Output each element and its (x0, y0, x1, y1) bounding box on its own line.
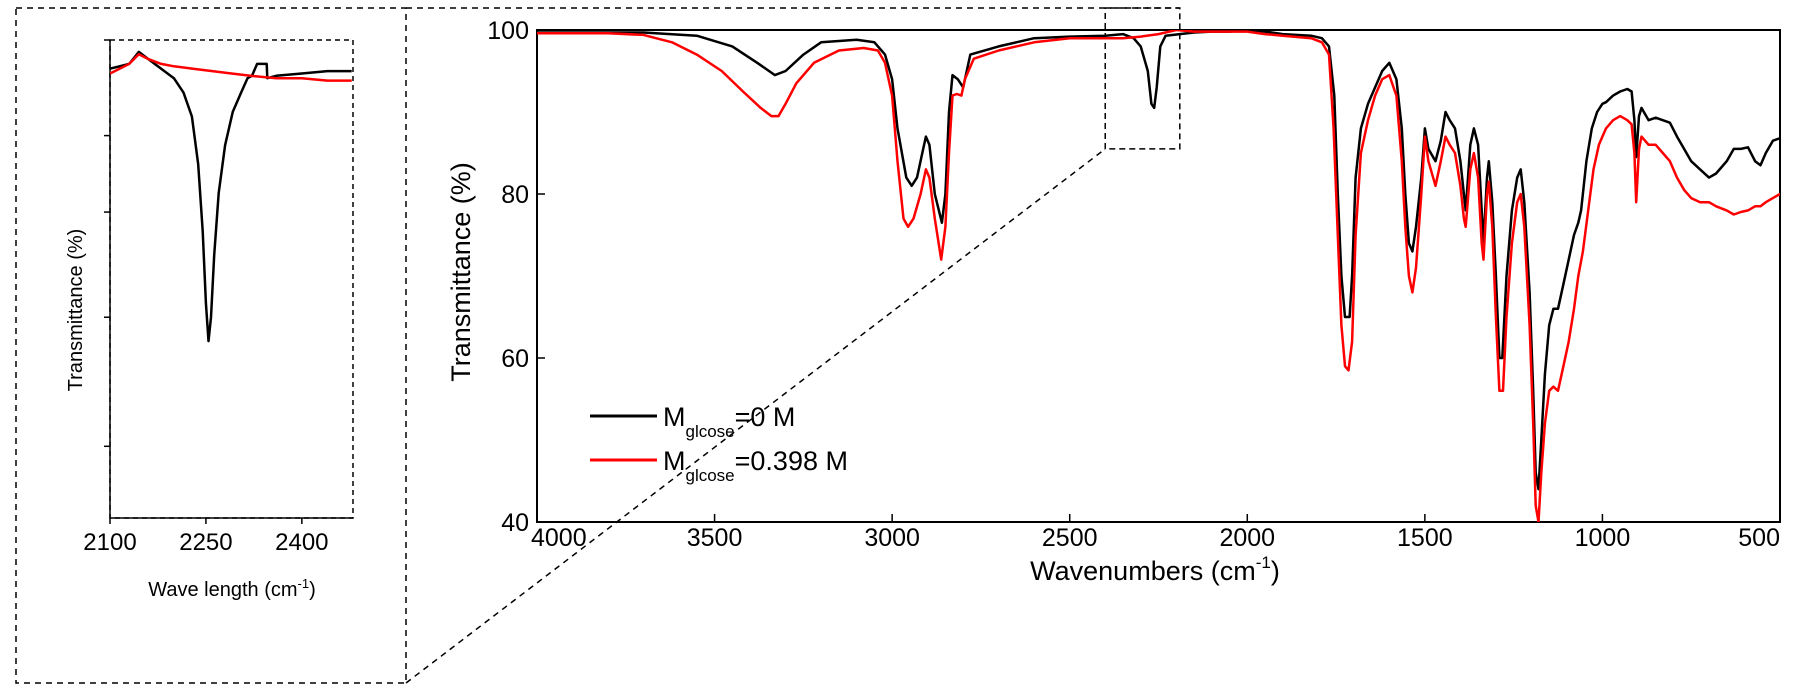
legend-label-0: Mglcose=0 M (663, 402, 795, 441)
main-x-tick-label-2: 3000 (864, 524, 920, 552)
zoom-region-box (1104, 7, 1181, 150)
main-x-tick-label-6: 1000 (1575, 524, 1631, 552)
legend-label-1: Mglcose=0.398 M (663, 446, 848, 485)
main-x-tick-label-1: 3500 (687, 524, 743, 552)
inset-series-line-1 (110, 53, 352, 82)
main-chart: 4000 3500 3000 2500 2000 1500 1000 500 40 60 80 100… (446, 7, 1781, 586)
main-y-tick-label-2: 80 (501, 181, 529, 209)
main-ticks: 4000 3500 3000 2500 2000 1500 1000 500 40 60 80 100 (487, 17, 1781, 552)
inset-ticks: 2100 2250 2400 (83, 39, 329, 556)
inset-series-line-0 (110, 50, 352, 343)
inset-series-lines (110, 50, 352, 343)
inset-y-axis-title: Transmittance (%) (65, 229, 87, 392)
main-y-axis-title: Transmittance (%) (446, 162, 476, 382)
inset-x-tick-label-2: 2400 (275, 529, 328, 556)
inset-plot-frame (109, 39, 354, 519)
main-series-line-1 (537, 30, 1780, 522)
main-x-tick-label-4: 2000 (1219, 524, 1275, 552)
main-x-tick-label-7: 500 (1738, 524, 1780, 552)
inset-x-tick-label-0: 2100 (83, 529, 136, 556)
main-plot-frame (536, 29, 1781, 523)
main-series-line-0 (537, 30, 1780, 491)
main-y-tick-label-1: 60 (501, 345, 529, 373)
zoom-connector-diagonal (405, 148, 1106, 684)
main-x-axis-title: Wavenumbers (cm-1) (1030, 553, 1280, 586)
inset-callout-frame (15, 7, 407, 684)
inset-x-axis-title: Wave length (cm-1) (148, 576, 316, 601)
main-x-tick-label-5: 1500 (1397, 524, 1453, 552)
main-x-tick-label-0: 4000 (531, 524, 587, 552)
inset-chart: 2100 2250 2400 Transmittance (%) Wave leng… (65, 39, 354, 601)
main-x-tick-label-3: 2500 (1042, 524, 1098, 552)
main-y-tick-label-3: 100 (487, 17, 529, 45)
inset-x-tick-label-1: 2250 (179, 529, 232, 556)
main-y-tick-label-0: 40 (501, 509, 529, 537)
legend: Mglcose=0 M Mglcose=0.398 M (590, 402, 848, 485)
main-series-lines (537, 30, 1780, 522)
